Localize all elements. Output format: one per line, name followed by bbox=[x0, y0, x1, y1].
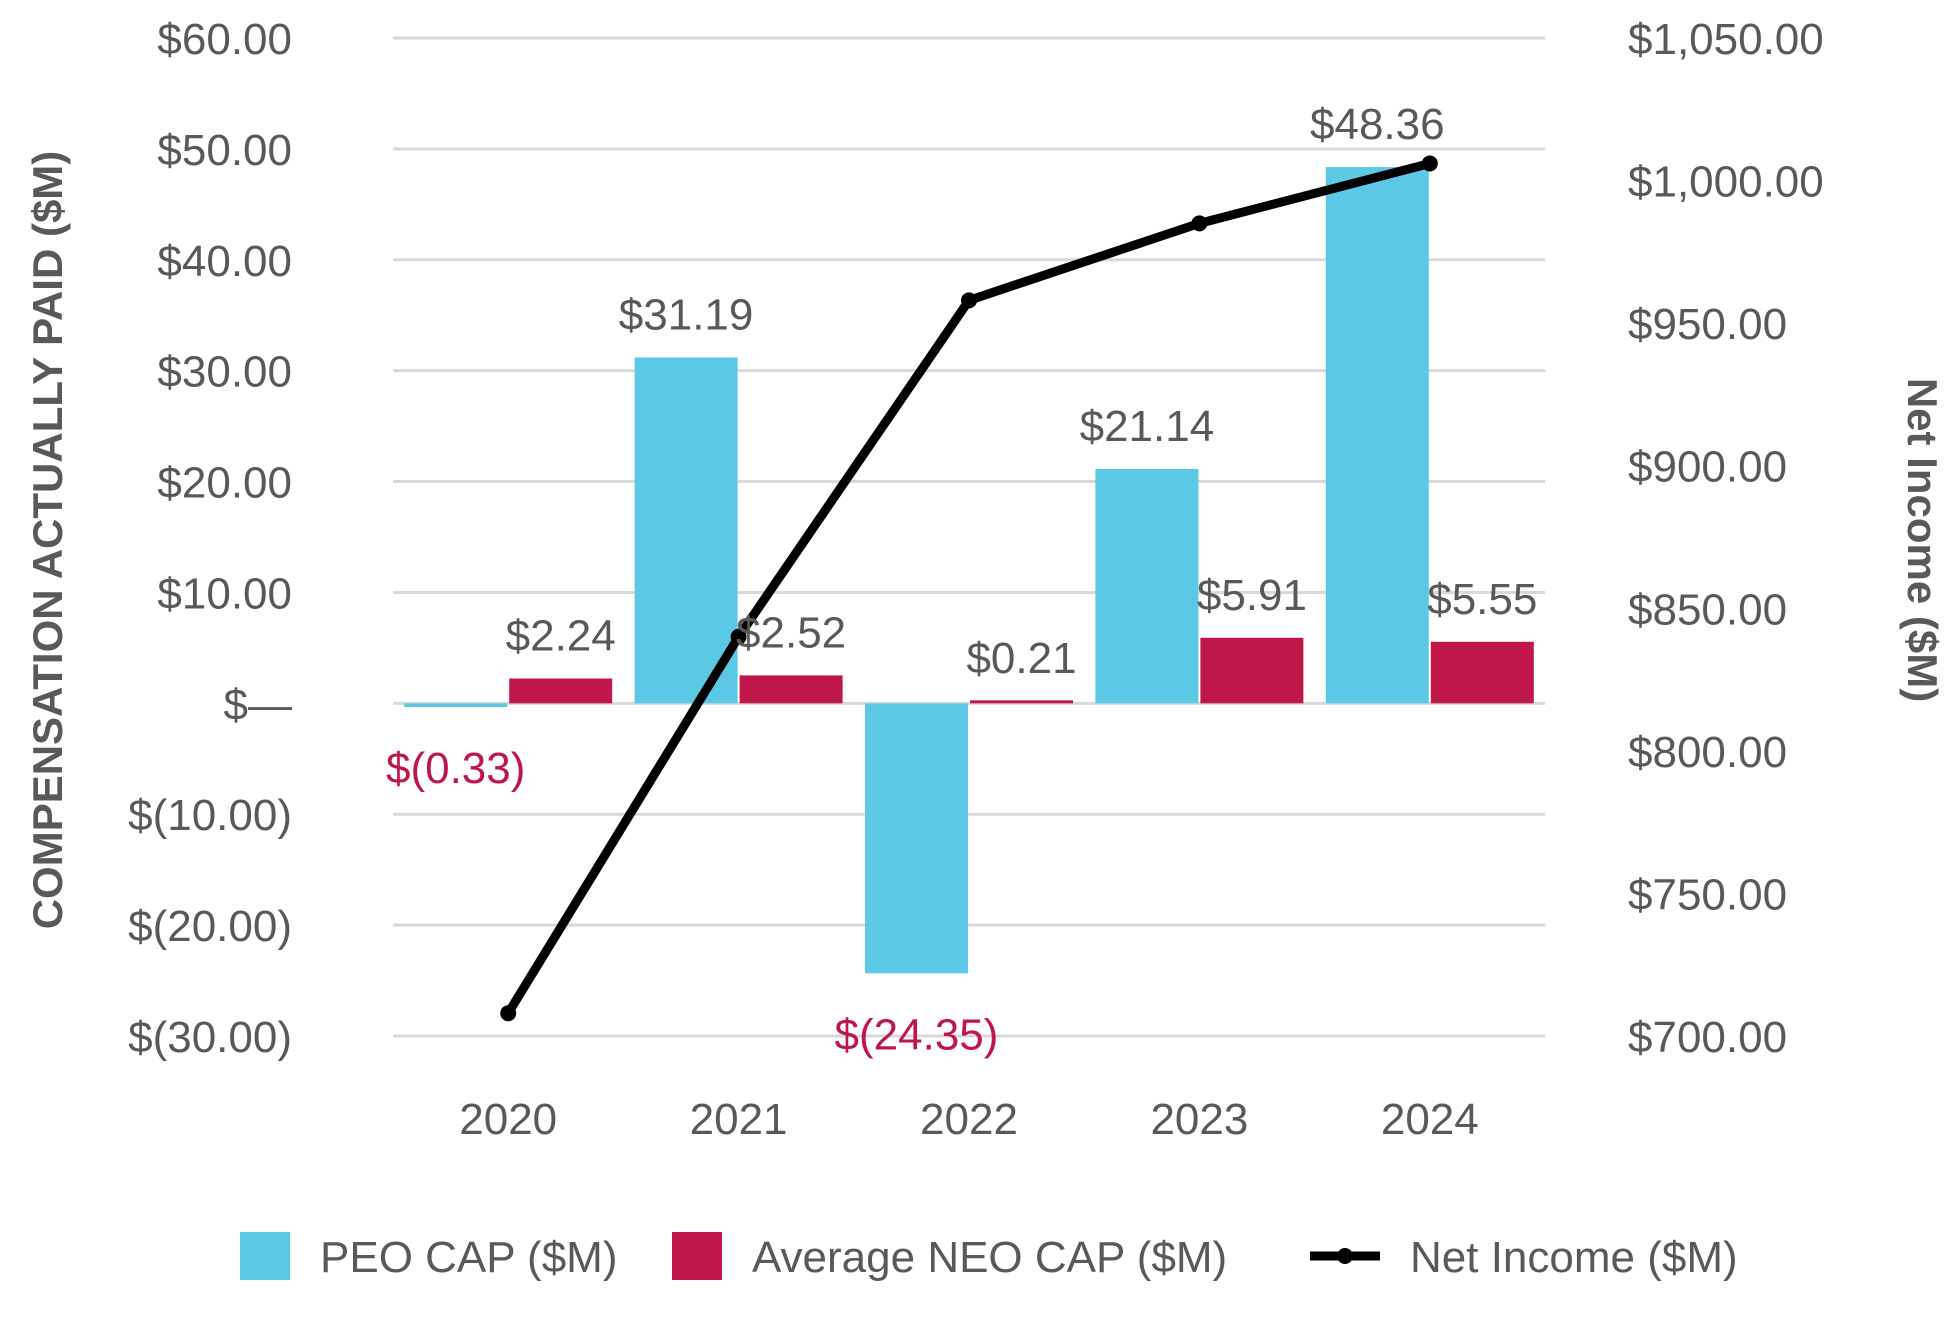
right-tick-label: $850.00 bbox=[1628, 585, 1787, 634]
neo-cap-bar-2020 bbox=[509, 678, 613, 704]
left-axis-ticks: $(30.00) $(20.00) $(10.00) $— $10.00 $20.00 $3… bbox=[128, 15, 292, 1062]
legend-line-marker bbox=[1337, 1248, 1353, 1264]
peo-cap-label-2021: $31.19 bbox=[619, 290, 754, 339]
right-tick-label: $700.00 bbox=[1628, 1013, 1787, 1062]
legend-swatch-0 bbox=[240, 1232, 290, 1280]
left-tick-label: $20.00 bbox=[157, 459, 292, 508]
left-tick-label: $10.00 bbox=[157, 569, 292, 618]
neo-cap-label-2022: $0.21 bbox=[966, 634, 1076, 683]
neo-cap-bar-2022 bbox=[970, 700, 1073, 704]
net-income-point-2023 bbox=[1191, 215, 1208, 232]
x-axis-ticks: 2020 2021 2022 2023 2024 bbox=[459, 1095, 1478, 1144]
neo-cap-label-2020: $2.24 bbox=[506, 611, 616, 660]
right-tick-label: $750.00 bbox=[1628, 870, 1787, 919]
x-tick-label: 2023 bbox=[1150, 1095, 1248, 1144]
neo-cap-bar-2021 bbox=[739, 675, 843, 704]
peo-cap-bar-2023 bbox=[1095, 468, 1199, 704]
legend-label-0: PEO CAP ($M) bbox=[320, 1233, 617, 1282]
neo-cap-label-2023: $5.91 bbox=[1197, 571, 1307, 620]
legend-label-2: Net Income ($M) bbox=[1410, 1233, 1738, 1282]
left-tick-label: $(30.00) bbox=[128, 1013, 292, 1062]
x-tick-label: 2021 bbox=[690, 1095, 788, 1144]
neo-cap-bar-2024 bbox=[1430, 641, 1534, 704]
data-labels: $(0.33) $31.19 $(24.35) $21.14 $48.36 $2.24 $2… bbox=[386, 100, 1537, 1059]
right-tick-label: $900.00 bbox=[1628, 443, 1787, 492]
right-tick-label: $950.00 bbox=[1628, 300, 1787, 349]
neo-cap-bar-2023 bbox=[1200, 637, 1304, 704]
left-tick-label: $30.00 bbox=[157, 348, 292, 397]
left-tick-label: $40.00 bbox=[157, 237, 292, 286]
peo-cap-bar-2020 bbox=[404, 703, 508, 707]
peo-cap-bar-2024 bbox=[1325, 167, 1429, 704]
legend: PEO CAP ($M) Average NEO CAP ($M) Net Inco… bbox=[240, 1232, 1738, 1282]
net-income-line bbox=[500, 155, 1438, 1022]
peo-cap-label-2020: $(0.33) bbox=[386, 744, 525, 793]
x-tick-label: 2024 bbox=[1381, 1095, 1479, 1144]
left-tick-label: $— bbox=[224, 680, 292, 729]
peo-cap-label-2024: $48.36 bbox=[1310, 100, 1445, 149]
x-tick-label: 2020 bbox=[459, 1095, 557, 1144]
peo-cap-label-2023: $21.14 bbox=[1080, 402, 1215, 451]
right-tick-label: $1,050.00 bbox=[1628, 15, 1824, 64]
left-tick-label: $(20.00) bbox=[128, 902, 292, 951]
bars bbox=[404, 167, 1534, 974]
left-tick-label: $50.00 bbox=[157, 126, 292, 175]
right-tick-label: $1,000.00 bbox=[1628, 158, 1824, 207]
left-axis-title: COMPENSATION ACTUALLY PAID ($M) bbox=[24, 151, 71, 930]
x-tick-label: 2022 bbox=[920, 1095, 1018, 1144]
net-income-point-2020 bbox=[500, 1005, 517, 1022]
net-income-point-2024 bbox=[1421, 155, 1438, 172]
left-tick-label: $60.00 bbox=[157, 15, 292, 64]
right-tick-label: $800.00 bbox=[1628, 728, 1787, 777]
peo-cap-bar-2022 bbox=[865, 703, 968, 974]
peo-cap-label-2022: $(24.35) bbox=[835, 1010, 999, 1059]
neo-cap-label-2021: $2.52 bbox=[736, 608, 846, 657]
right-axis-title: Net Income ($M) bbox=[1899, 378, 1946, 702]
right-axis-ticks: $700.00 $750.00 $800.00 $850.00 $900.00 $950.… bbox=[1628, 15, 1824, 1062]
left-tick-label: $(10.00) bbox=[128, 791, 292, 840]
net-income-point-2022 bbox=[961, 292, 977, 309]
legend-swatch-1 bbox=[672, 1232, 722, 1280]
neo-cap-label-2024: $5.55 bbox=[1427, 575, 1537, 624]
legend-label-1: Average NEO CAP ($M) bbox=[752, 1233, 1227, 1282]
peo-cap-bar-2021 bbox=[634, 357, 738, 704]
net-income-point-2021 bbox=[730, 628, 747, 645]
